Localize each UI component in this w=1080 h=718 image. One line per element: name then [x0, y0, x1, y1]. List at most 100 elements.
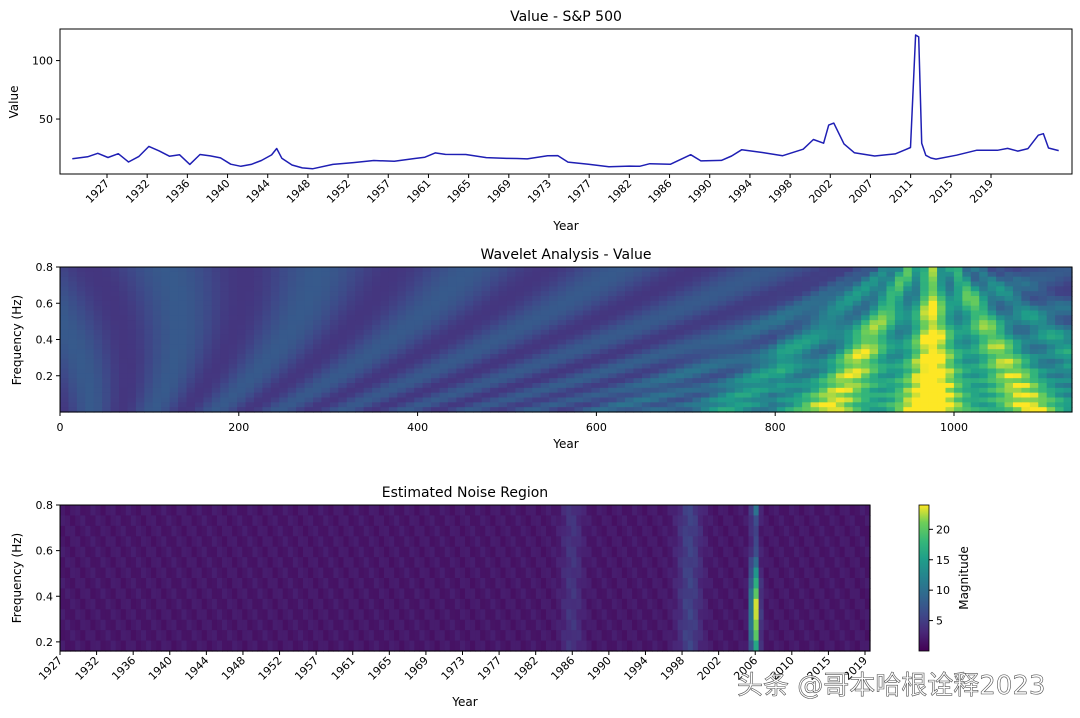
heatmap-cell — [429, 557, 436, 569]
heatmap-cell — [318, 588, 324, 600]
heatmap-cell — [93, 344, 103, 350]
heatmap-cell — [1004, 339, 1014, 345]
heatmap-cell — [684, 378, 694, 384]
heatmap-cell — [903, 286, 913, 292]
heatmap-cell — [768, 397, 778, 403]
heatmap-cell — [343, 536, 350, 548]
heatmap-cell — [490, 515, 496, 527]
heatmap-cell — [510, 578, 517, 590]
heatmap-cell — [793, 368, 803, 374]
heatmap-cell — [161, 397, 171, 403]
heatmap-cell — [156, 640, 162, 652]
heatmap-cell — [454, 598, 461, 610]
heatmap-cell — [515, 320, 525, 326]
heatmap-cell — [566, 334, 576, 341]
heatmap-cell — [1021, 334, 1031, 341]
heatmap-cell — [861, 349, 871, 355]
heatmap-cell — [372, 373, 382, 379]
heatmap-cell — [68, 339, 78, 345]
heatmap-cell — [599, 300, 609, 307]
heatmap-cell — [282, 567, 289, 579]
heatmap-cell — [262, 397, 272, 403]
heatmap-cell — [920, 267, 930, 273]
heatmap-cell — [540, 300, 550, 307]
heatmap-cell — [313, 291, 323, 297]
heatmap-cell — [220, 387, 230, 394]
heatmap-cell — [608, 310, 618, 316]
heatmap-cell — [93, 368, 103, 374]
heatmap-cell — [945, 354, 955, 360]
heatmap-cell — [928, 267, 938, 273]
heatmap-cell — [380, 281, 390, 287]
line-chart-plot-area — [72, 34, 1059, 170]
heatmap-cell — [852, 383, 862, 389]
heatmap-cell — [726, 310, 736, 316]
heatmap-cell — [380, 276, 390, 283]
heatmap-cell — [211, 383, 221, 389]
heatmap-cell — [920, 339, 930, 345]
heatmap-cell — [911, 300, 921, 307]
heatmap-cell — [953, 305, 963, 312]
heatmap-cell — [76, 349, 86, 355]
line-chart-x-tick-label: 1986 — [646, 177, 675, 206]
heatmap-cell — [201, 598, 208, 610]
heatmap-cell — [338, 619, 345, 631]
heatmap-cell — [110, 354, 120, 360]
heatmap-cell — [456, 397, 466, 403]
heatmap-cell — [60, 305, 70, 312]
heatmap-cell — [475, 536, 481, 548]
heatmap-cell — [434, 567, 441, 579]
heatmap-cell — [135, 344, 145, 350]
heatmap-cell — [861, 358, 871, 365]
heatmap-cell — [196, 578, 203, 590]
heatmap-cell — [970, 329, 980, 336]
heatmap-cell — [125, 515, 132, 527]
heatmap-cell — [110, 358, 120, 365]
heatmap-cell — [667, 276, 677, 283]
heatmap-cell — [191, 609, 198, 621]
heatmap-cell — [228, 320, 238, 326]
heatmap-cell — [449, 546, 456, 558]
heatmap-cell — [194, 271, 204, 278]
heatmap-cell — [515, 325, 525, 331]
heatmap-cell — [945, 310, 955, 316]
heatmap-cell — [574, 363, 584, 370]
heatmap-cell — [120, 525, 127, 537]
heatmap-cell — [220, 267, 230, 273]
heatmap-cell — [439, 358, 449, 365]
heatmap-cell — [743, 407, 753, 413]
heatmap-cell — [667, 305, 677, 312]
heatmap-cell — [60, 315, 70, 321]
heatmap-cell — [388, 271, 398, 278]
wavelet-chart-x-axis: 0 200 400 600 800 1000 — [57, 412, 968, 434]
heatmap-cell — [447, 325, 457, 331]
heatmap-cell — [419, 609, 426, 621]
heatmap-cell — [368, 567, 375, 579]
heatmap-cell — [220, 310, 230, 316]
heatmap-cell — [152, 339, 162, 345]
heatmap-cell — [144, 291, 154, 297]
heatmap-cell — [861, 305, 871, 312]
heatmap-cell — [313, 354, 323, 360]
heatmap-cell — [272, 619, 279, 631]
heatmap-cell — [346, 368, 356, 374]
heatmap-cell — [60, 525, 66, 537]
heatmap-cell — [523, 349, 533, 355]
heatmap-cell — [540, 387, 550, 394]
heatmap-cell — [297, 619, 304, 631]
heatmap-cell — [633, 354, 643, 360]
heatmap-cell — [574, 397, 584, 403]
heatmap-cell — [329, 368, 339, 374]
heatmap-cell — [1046, 339, 1056, 345]
heatmap-cell — [498, 402, 508, 408]
heatmap-cell — [431, 402, 441, 408]
heatmap-cell — [447, 296, 457, 302]
heatmap-cell — [257, 515, 264, 527]
heatmap-cell — [692, 383, 702, 389]
heatmap-cell — [498, 315, 508, 321]
heatmap-cell — [658, 354, 668, 360]
heatmap-cell — [434, 598, 441, 610]
heatmap-cell — [152, 378, 162, 384]
heatmap-cell — [456, 310, 466, 316]
heatmap-cell — [473, 407, 483, 413]
